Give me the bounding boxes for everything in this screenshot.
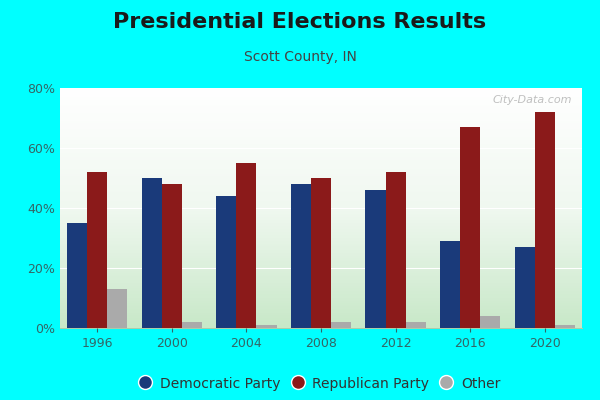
Bar [406,322,426,328]
Bar [256,325,277,328]
Bar [162,184,182,328]
Bar [311,178,331,328]
Bar [107,289,127,328]
Bar [236,163,256,328]
Bar [216,196,236,328]
Bar [365,190,386,328]
Bar [440,241,460,328]
Text: Scott County, IN: Scott County, IN [244,50,356,64]
Bar [87,172,107,328]
Legend: Democratic Party, Republican Party, Other: Democratic Party, Republican Party, Othe… [134,370,508,398]
Bar [291,184,311,328]
Bar [331,322,351,328]
Bar [67,223,87,328]
Bar [480,316,500,328]
Bar [460,127,480,328]
Text: Presidential Elections Results: Presidential Elections Results [113,12,487,32]
Bar [182,322,202,328]
Bar [555,325,575,328]
Bar [515,247,535,328]
Text: City-Data.com: City-Data.com [492,95,572,105]
Bar [386,172,406,328]
Bar [535,112,555,328]
Bar [142,178,162,328]
